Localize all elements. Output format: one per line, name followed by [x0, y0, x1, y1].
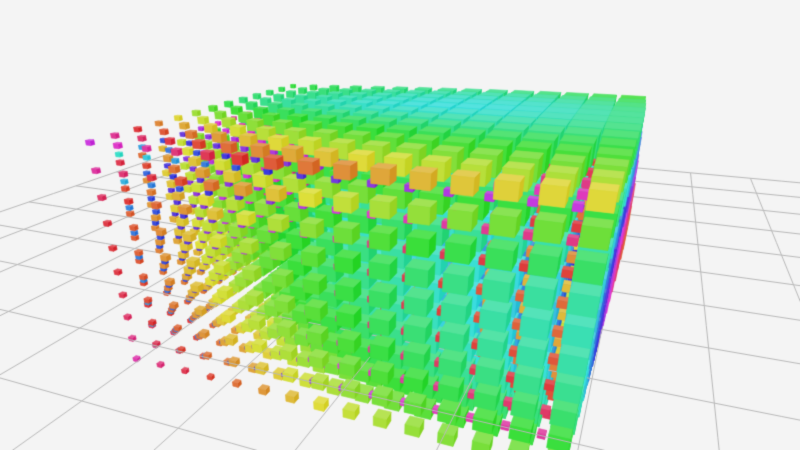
scene-canvas[interactable] — [0, 0, 800, 450]
scene-viewport — [0, 0, 800, 450]
